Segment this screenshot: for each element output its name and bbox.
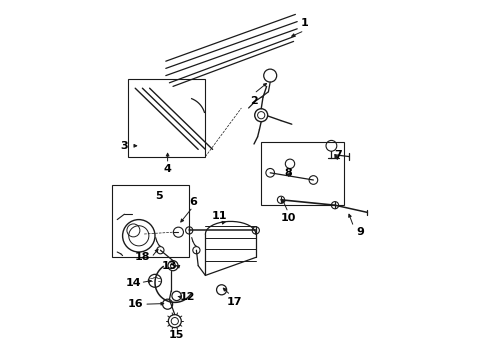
Text: 9: 9 — [356, 227, 364, 237]
Text: 12: 12 — [180, 292, 195, 302]
Text: 14: 14 — [125, 278, 141, 288]
Text: 18: 18 — [135, 252, 150, 262]
Text: 1: 1 — [300, 18, 308, 28]
Text: 16: 16 — [127, 299, 143, 309]
Bar — [261, 142, 344, 205]
Bar — [128, 79, 205, 157]
Text: 5: 5 — [155, 191, 162, 201]
Text: 8: 8 — [284, 168, 292, 178]
Text: 10: 10 — [280, 213, 296, 223]
Text: 7: 7 — [335, 150, 343, 160]
Text: 17: 17 — [226, 297, 242, 307]
Text: 6: 6 — [189, 197, 197, 207]
Bar — [112, 185, 189, 257]
Text: 11: 11 — [212, 211, 227, 221]
Text: 15: 15 — [169, 330, 184, 340]
Text: 13: 13 — [162, 261, 177, 271]
Text: 4: 4 — [164, 164, 171, 174]
Text: 3: 3 — [121, 141, 128, 151]
Text: 2: 2 — [250, 96, 258, 106]
